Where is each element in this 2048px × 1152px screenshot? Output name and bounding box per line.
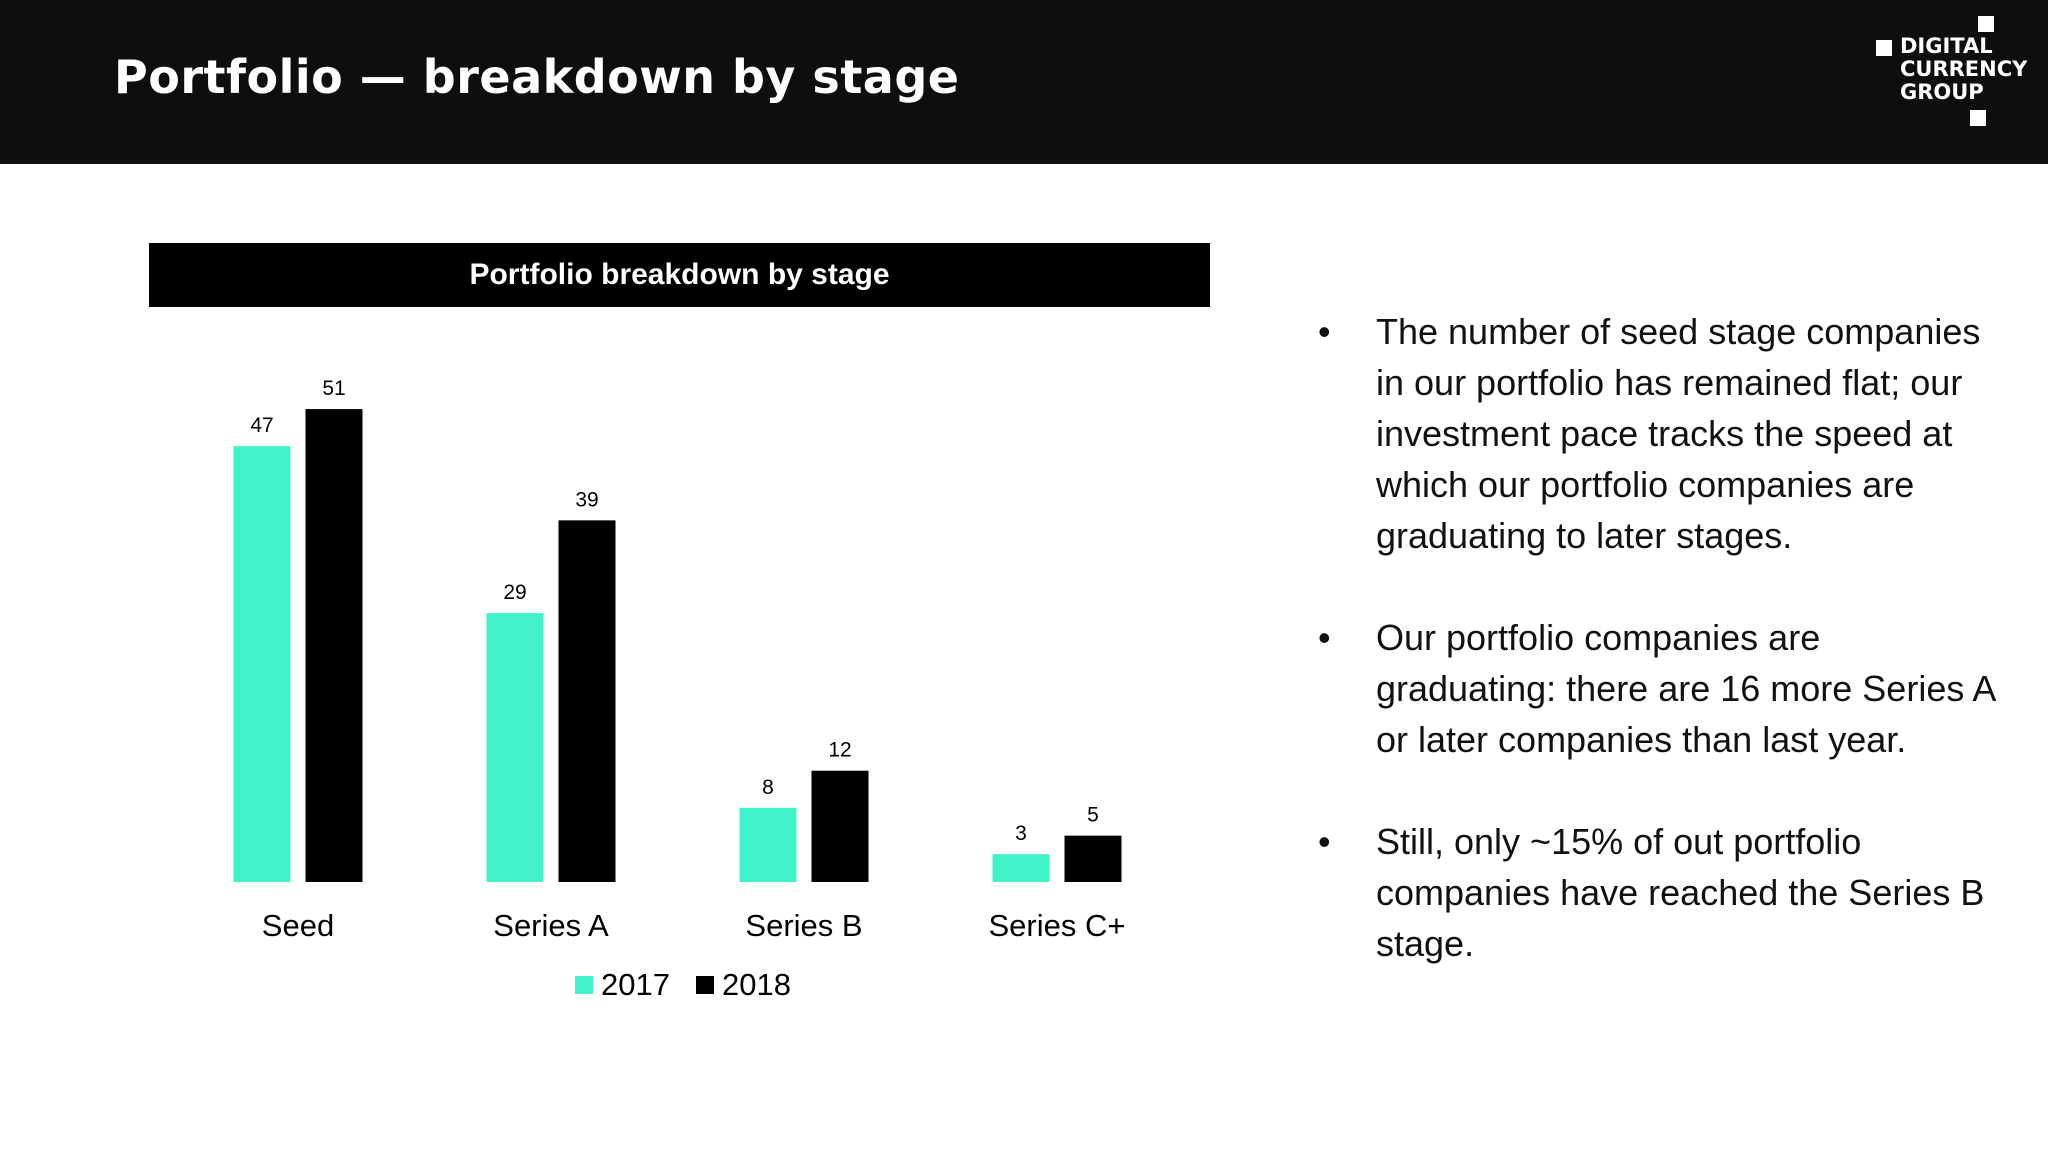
data-label: 47 [250, 414, 273, 437]
logo-square-top [1978, 16, 1994, 32]
bar-series-c--2018 [1064, 835, 1122, 882]
legend-swatch-2018 [695, 976, 714, 994]
bullet-marker: • [1318, 617, 1331, 658]
bar-series-c--2017 [992, 854, 1050, 882]
category-label: Seed [262, 908, 334, 943]
bar-seed-2017 [233, 446, 291, 882]
data-label: 51 [322, 377, 345, 400]
legend-item-2017: 2017 [575, 967, 670, 1003]
bar-chart: 47 51 Seed 29 39 Series A 8 12 Series B 3 5 Series … [233, 377, 1126, 943]
bullet-item: • Our portfolio companies are graduating… [1310, 612, 2010, 765]
logo-text: DIGITAL CURRENCY GROUP [1900, 35, 2027, 104]
data-label: 12 [828, 739, 851, 762]
category-label: Series C+ [989, 908, 1126, 943]
legend-swatch-2017 [575, 976, 593, 994]
logo-line-1: DIGITAL [1900, 34, 1993, 58]
chart-legend: 2017 2018 [575, 965, 791, 1005]
bar-series-b-2018 [811, 770, 869, 882]
bar-series-a-2018 [558, 520, 616, 882]
bullet-text: Our portfolio companies are graduating: … [1376, 617, 1995, 760]
logo-square-bottom [1970, 110, 1986, 126]
chart-title: Portfolio breakdown by stage [149, 243, 1210, 307]
bullet-item: • Still, only ~15% of out portfolio comp… [1310, 816, 2010, 969]
bullet-list: • The number of seed stage companies in … [1310, 306, 2010, 1020]
logo-line-2: CURRENCY [1900, 57, 2028, 81]
data-label: 29 [503, 581, 526, 604]
bullet-text: The number of seed stage companies in ou… [1376, 311, 1981, 556]
logo-line-3: GROUP [1900, 80, 1984, 104]
slide-title: Portfolio — breakdown by stage [114, 50, 960, 104]
data-label: 5 [1087, 804, 1099, 827]
category-label: Series A [493, 908, 609, 943]
legend-label-2017: 2017 [601, 967, 670, 1002]
legend-label-2018: 2018 [721, 967, 791, 1002]
bullet-text: Still, only ~15% of out portfolio compan… [1376, 821, 1985, 964]
logo-square-left [1876, 40, 1892, 56]
data-label: 8 [762, 776, 774, 799]
bullet-item: • The number of seed stage companies in … [1310, 306, 2010, 561]
header-bar: Portfolio — breakdown by stage DIGITAL C… [0, 0, 2048, 164]
bar-series-a-2017 [486, 613, 544, 882]
digital-currency-group-logo: DIGITAL CURRENCY GROUP [1876, 16, 2036, 128]
bar-series-b-2017 [739, 807, 797, 882]
data-label: 3 [1015, 822, 1027, 845]
legend-item-2018: 2018 [695, 967, 791, 1003]
category-label: Series B [745, 908, 862, 943]
bar-seed-2018 [305, 409, 363, 882]
bullet-marker: • [1318, 311, 1331, 352]
bullet-marker: • [1318, 821, 1331, 862]
data-label: 39 [575, 488, 598, 511]
